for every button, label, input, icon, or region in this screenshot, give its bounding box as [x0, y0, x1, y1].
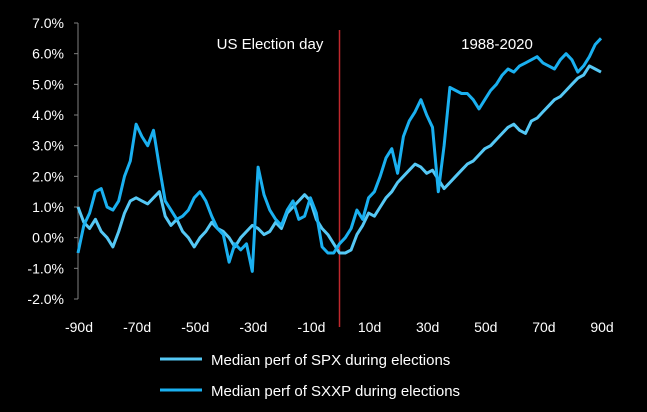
y-tick-label: 0.0%: [32, 230, 64, 246]
x-tick-label: -30d: [239, 319, 267, 335]
x-tick-label: 70d: [532, 319, 555, 335]
period-label: 1988-2020: [461, 36, 533, 53]
legend: Median perf of SPX during elections Medi…: [160, 352, 460, 400]
y-tick-label: 2.0%: [32, 168, 64, 184]
y-tick-label: -1.0%: [27, 260, 64, 276]
x-tick-label: -70d: [123, 319, 151, 335]
x-tick-label: 10d: [358, 319, 381, 335]
y-tick-label: 1.0%: [32, 199, 64, 215]
x-tick-label: 50d: [474, 319, 497, 335]
x-tick-label: 90d: [590, 319, 613, 335]
y-axis: -2.0% -1.0% 0.0% 1.0% 2.0% 3.0% 4.0% 5.0% 6.0% 7.…: [27, 15, 79, 307]
series-line-spx: [76, 64, 602, 255]
legend-label-sxxp: Median perf of SXXP during elections: [211, 383, 460, 400]
series-line-sxxp: [76, 37, 603, 273]
y-tick-label: -2.0%: [27, 291, 64, 307]
legend-label-spx: Median perf of SPX during elections: [211, 352, 450, 369]
series-group: [76, 37, 603, 273]
y-tick-label: 5.0%: [32, 76, 64, 92]
x-tick-label: -50d: [181, 319, 209, 335]
x-tick-label: -90d: [65, 319, 93, 335]
y-tick-label: 7.0%: [32, 15, 64, 31]
x-tick-label: 30d: [416, 319, 439, 335]
y-tick-label: 6.0%: [32, 46, 64, 62]
x-tick-label: -10d: [297, 319, 325, 335]
y-tick-label: 4.0%: [32, 107, 64, 123]
election-day-label: US Election day: [217, 36, 324, 53]
y-tick-label: 3.0%: [32, 138, 64, 154]
x-axis: -90d -70d -50d -30d -10d 10d 30d 50d 70d 90d: [65, 319, 614, 335]
